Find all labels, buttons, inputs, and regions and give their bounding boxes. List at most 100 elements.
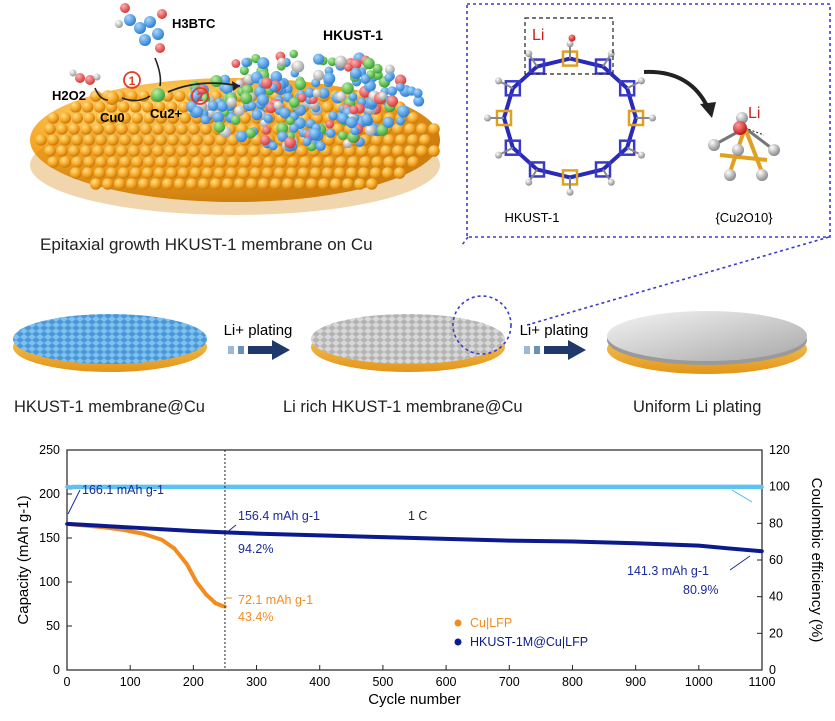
cu-atom bbox=[95, 156, 107, 168]
mof-atom bbox=[239, 65, 249, 76]
cu-atom bbox=[416, 145, 428, 157]
series-point-1 bbox=[65, 522, 69, 526]
y2-tick-label: 40 bbox=[769, 590, 783, 604]
cu-atom bbox=[365, 178, 378, 190]
cu-atom bbox=[221, 178, 234, 190]
mof-atom bbox=[334, 55, 347, 68]
legend: Cu|LFP HKUST-1M@Cu|LFP bbox=[454, 616, 588, 649]
ring-atom bbox=[637, 151, 645, 159]
cu-atom bbox=[89, 178, 102, 190]
mof-atom bbox=[337, 130, 348, 141]
annotation-80: 80.9% bbox=[683, 583, 718, 597]
hkust-1-structure-inset: Li Li HKUST-1 {Cu2O10} bbox=[462, 3, 831, 326]
mof-atom bbox=[294, 78, 307, 91]
series-point-2 bbox=[697, 485, 701, 489]
series-point-1 bbox=[128, 525, 132, 530]
cu-atom bbox=[140, 145, 152, 157]
x-tick-label: 800 bbox=[562, 675, 583, 689]
cu-atom bbox=[176, 123, 188, 135]
mof-atom bbox=[327, 57, 337, 67]
cu-atom bbox=[383, 134, 395, 146]
mof-atom bbox=[245, 127, 256, 139]
cu-atom bbox=[392, 145, 404, 157]
mof-atom bbox=[276, 122, 289, 135]
mof-atom bbox=[231, 59, 241, 68]
cu-atom bbox=[404, 123, 416, 135]
mof-atom bbox=[387, 86, 398, 96]
cu-atom bbox=[227, 156, 239, 168]
annotation-166: 166.1 mAh g-1 bbox=[82, 483, 164, 497]
y-axis-label-main: Capacity (mAh g-1) bbox=[15, 495, 32, 624]
y-tick-label: 150 bbox=[39, 531, 60, 545]
cu-atom bbox=[371, 156, 383, 168]
cu-atom bbox=[428, 123, 440, 135]
mof-atom bbox=[304, 87, 315, 98]
cu-atom bbox=[152, 123, 164, 135]
ring-node bbox=[504, 139, 522, 156]
cu-atom bbox=[83, 112, 95, 124]
mof-atom bbox=[213, 121, 226, 133]
cu-atom bbox=[143, 112, 155, 124]
mof-atom bbox=[396, 116, 405, 126]
ring-bond bbox=[502, 117, 515, 149]
cu-atom bbox=[125, 178, 138, 190]
cu-atom bbox=[392, 123, 404, 135]
cu-atom bbox=[333, 167, 346, 179]
cu-atom bbox=[143, 134, 155, 146]
cu-atom bbox=[173, 178, 186, 190]
mof-atom bbox=[234, 105, 245, 117]
ring-bond bbox=[536, 167, 571, 180]
cu-atom bbox=[143, 156, 155, 168]
cu-atom bbox=[191, 134, 203, 146]
cu-atom bbox=[80, 123, 92, 135]
cu-atom bbox=[105, 167, 118, 179]
ring-atom bbox=[495, 151, 503, 159]
cu-atom bbox=[104, 123, 116, 135]
x-tick-label: 200 bbox=[183, 675, 204, 689]
cu-atom bbox=[101, 178, 114, 190]
cu-atom bbox=[309, 167, 322, 179]
x-tick-label: 600 bbox=[436, 675, 457, 689]
cu-atom bbox=[56, 123, 68, 135]
cu-atom bbox=[44, 145, 56, 157]
cu-atom bbox=[59, 112, 71, 124]
series-point-1 bbox=[96, 523, 101, 528]
mof-atom bbox=[262, 125, 271, 135]
mof-atom bbox=[277, 57, 287, 67]
cu2-ion bbox=[151, 88, 165, 102]
annotation-94: 94.2% bbox=[238, 542, 273, 556]
mof-atom bbox=[286, 116, 295, 126]
mof-atom bbox=[384, 64, 395, 75]
ring-atom bbox=[495, 77, 503, 85]
mof-atom bbox=[279, 107, 291, 119]
cu-atom bbox=[285, 167, 298, 179]
cu-atom bbox=[261, 167, 274, 179]
cu-atom bbox=[129, 101, 142, 113]
y2-axis-label: Coulombic efficiency (%) bbox=[808, 478, 825, 643]
cu-atom bbox=[47, 112, 59, 124]
ring-bond bbox=[502, 87, 515, 119]
series-point-0 bbox=[204, 592, 208, 597]
mof-atom bbox=[263, 113, 273, 124]
ring-node bbox=[618, 80, 636, 97]
mof-atom bbox=[328, 111, 338, 121]
mof-atom bbox=[397, 105, 410, 118]
cu-atom bbox=[299, 156, 311, 168]
cu-atom bbox=[59, 134, 71, 146]
annotation-43: 43.4% bbox=[238, 610, 273, 624]
cu2o10-label: {Cu2O10} bbox=[715, 210, 773, 225]
series-point-0 bbox=[185, 562, 189, 567]
arrow-2-label: Li+ plating bbox=[520, 322, 589, 339]
ring-node bbox=[594, 161, 612, 178]
cu-atom bbox=[371, 134, 383, 146]
ring-atom bbox=[637, 77, 645, 85]
cu-atom bbox=[287, 156, 299, 168]
zoom-circle bbox=[452, 295, 512, 355]
cu-atom bbox=[93, 167, 106, 179]
ring-node bbox=[618, 139, 636, 156]
cu-atom bbox=[128, 123, 140, 135]
ring-atom bbox=[607, 178, 615, 186]
cu-atom bbox=[137, 90, 150, 102]
cu-atom bbox=[164, 123, 176, 135]
ring-bond bbox=[625, 87, 638, 119]
